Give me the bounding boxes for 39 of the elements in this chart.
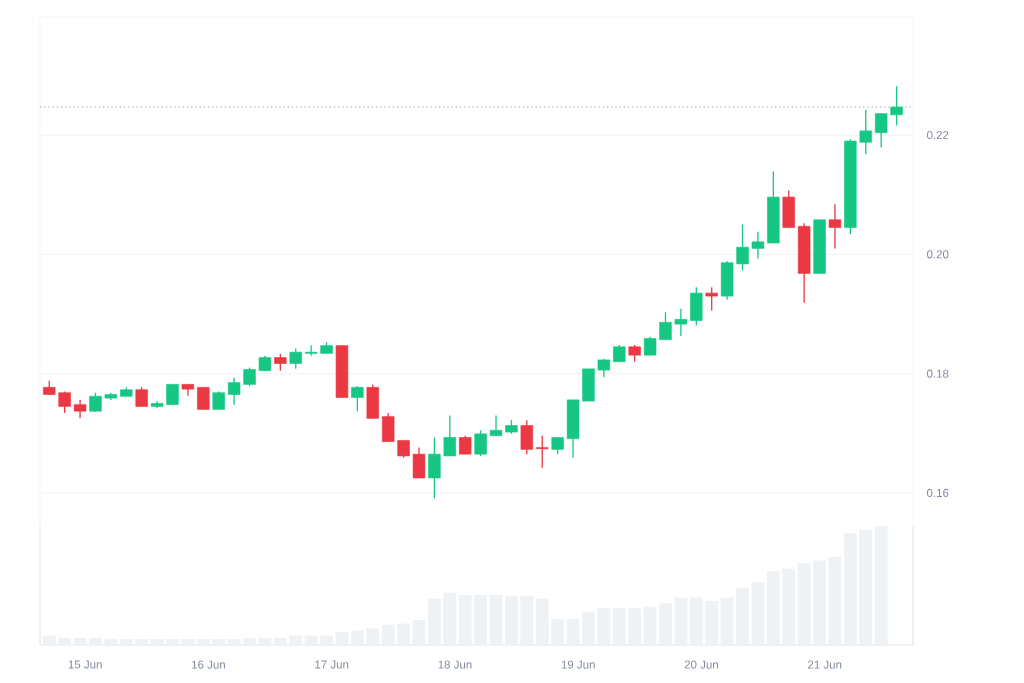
candlestick [874, 112, 888, 149]
candlestick [135, 386, 148, 408]
candlestick [705, 286, 718, 312]
candlestick [751, 231, 765, 260]
candlestick [443, 414, 457, 457]
candlestick [351, 385, 364, 412]
x-tick-label: 19 Jun [561, 660, 595, 669]
candlestick [428, 436, 441, 499]
candlestick [489, 414, 503, 437]
x-tick-label: 17 Jun [315, 660, 349, 669]
candlestick [197, 386, 210, 411]
x-tick-label: 20 Jun [684, 660, 718, 669]
candlestick [474, 429, 487, 457]
candlestick [304, 344, 318, 357]
candlestick [643, 336, 657, 356]
candlestick [166, 383, 179, 406]
candlestick [828, 203, 842, 250]
candlestick [736, 223, 749, 272]
y-tick-label: 0.16 [926, 488, 949, 497]
candlestick [536, 435, 549, 469]
candlestick [520, 419, 534, 455]
candlestick [289, 347, 302, 370]
candlestick [243, 367, 256, 387]
x-tick-label: 21 Jun [808, 660, 842, 669]
candlestick [674, 307, 688, 337]
candlestick [227, 377, 241, 406]
y-tick-label: 0.22 [926, 131, 949, 140]
candlestick [890, 85, 903, 127]
candlestick [412, 446, 426, 479]
x-tick-label: 15 Jun [68, 660, 102, 669]
y-tick-label: 0.18 [926, 369, 949, 378]
candlestick [89, 392, 102, 413]
candlestick [659, 311, 672, 341]
x-tick-label: 16 Jun [192, 660, 225, 669]
x-tick-label: 18 Jun [438, 660, 472, 669]
y-tick-label: 0.20 [926, 250, 949, 259]
candlestick [859, 109, 872, 155]
candlestick [459, 435, 472, 455]
candlestick [73, 399, 87, 420]
